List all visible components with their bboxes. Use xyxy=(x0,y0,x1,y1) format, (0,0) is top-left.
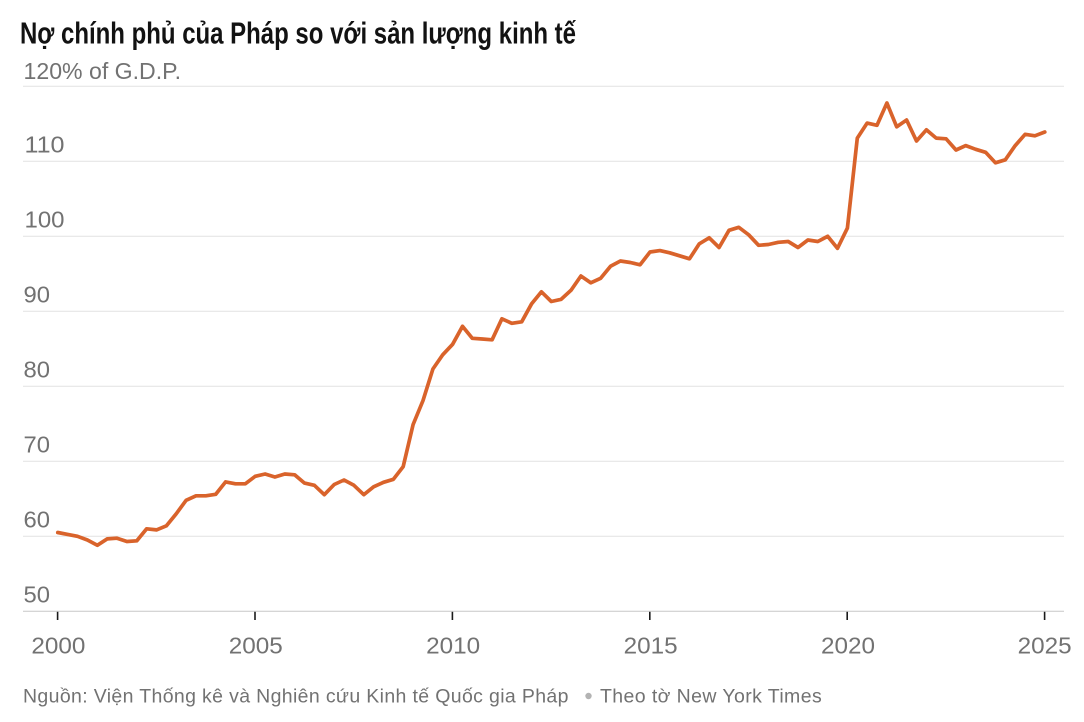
svg-text:100: 100 xyxy=(25,206,65,232)
svg-text:2000: 2000 xyxy=(31,632,85,658)
svg-text:120% of G.D.P.: 120% of G.D.P. xyxy=(24,58,182,84)
svg-text:110: 110 xyxy=(25,131,65,157)
svg-text:Nợ chính phủ của Pháp so với s: Nợ chính phủ của Pháp so với sản lượng k… xyxy=(20,16,577,51)
svg-text:Nguồn: Viện Thống kê và Nghiên: Nguồn: Viện Thống kê và Nghiên cứu Kinh … xyxy=(23,686,569,708)
svg-text:60: 60 xyxy=(24,506,51,532)
svg-text:2020: 2020 xyxy=(821,632,875,658)
svg-text:70: 70 xyxy=(24,431,51,457)
svg-text:2025: 2025 xyxy=(1018,632,1072,658)
svg-text:50: 50 xyxy=(24,581,51,607)
svg-text:90: 90 xyxy=(24,281,51,307)
svg-text:2015: 2015 xyxy=(624,632,678,658)
svg-text:Theo tờ New York Times: Theo tờ New York Times xyxy=(600,686,822,708)
svg-text:2005: 2005 xyxy=(229,632,283,658)
svg-text:2010: 2010 xyxy=(426,632,480,658)
svg-text:80: 80 xyxy=(24,356,51,382)
